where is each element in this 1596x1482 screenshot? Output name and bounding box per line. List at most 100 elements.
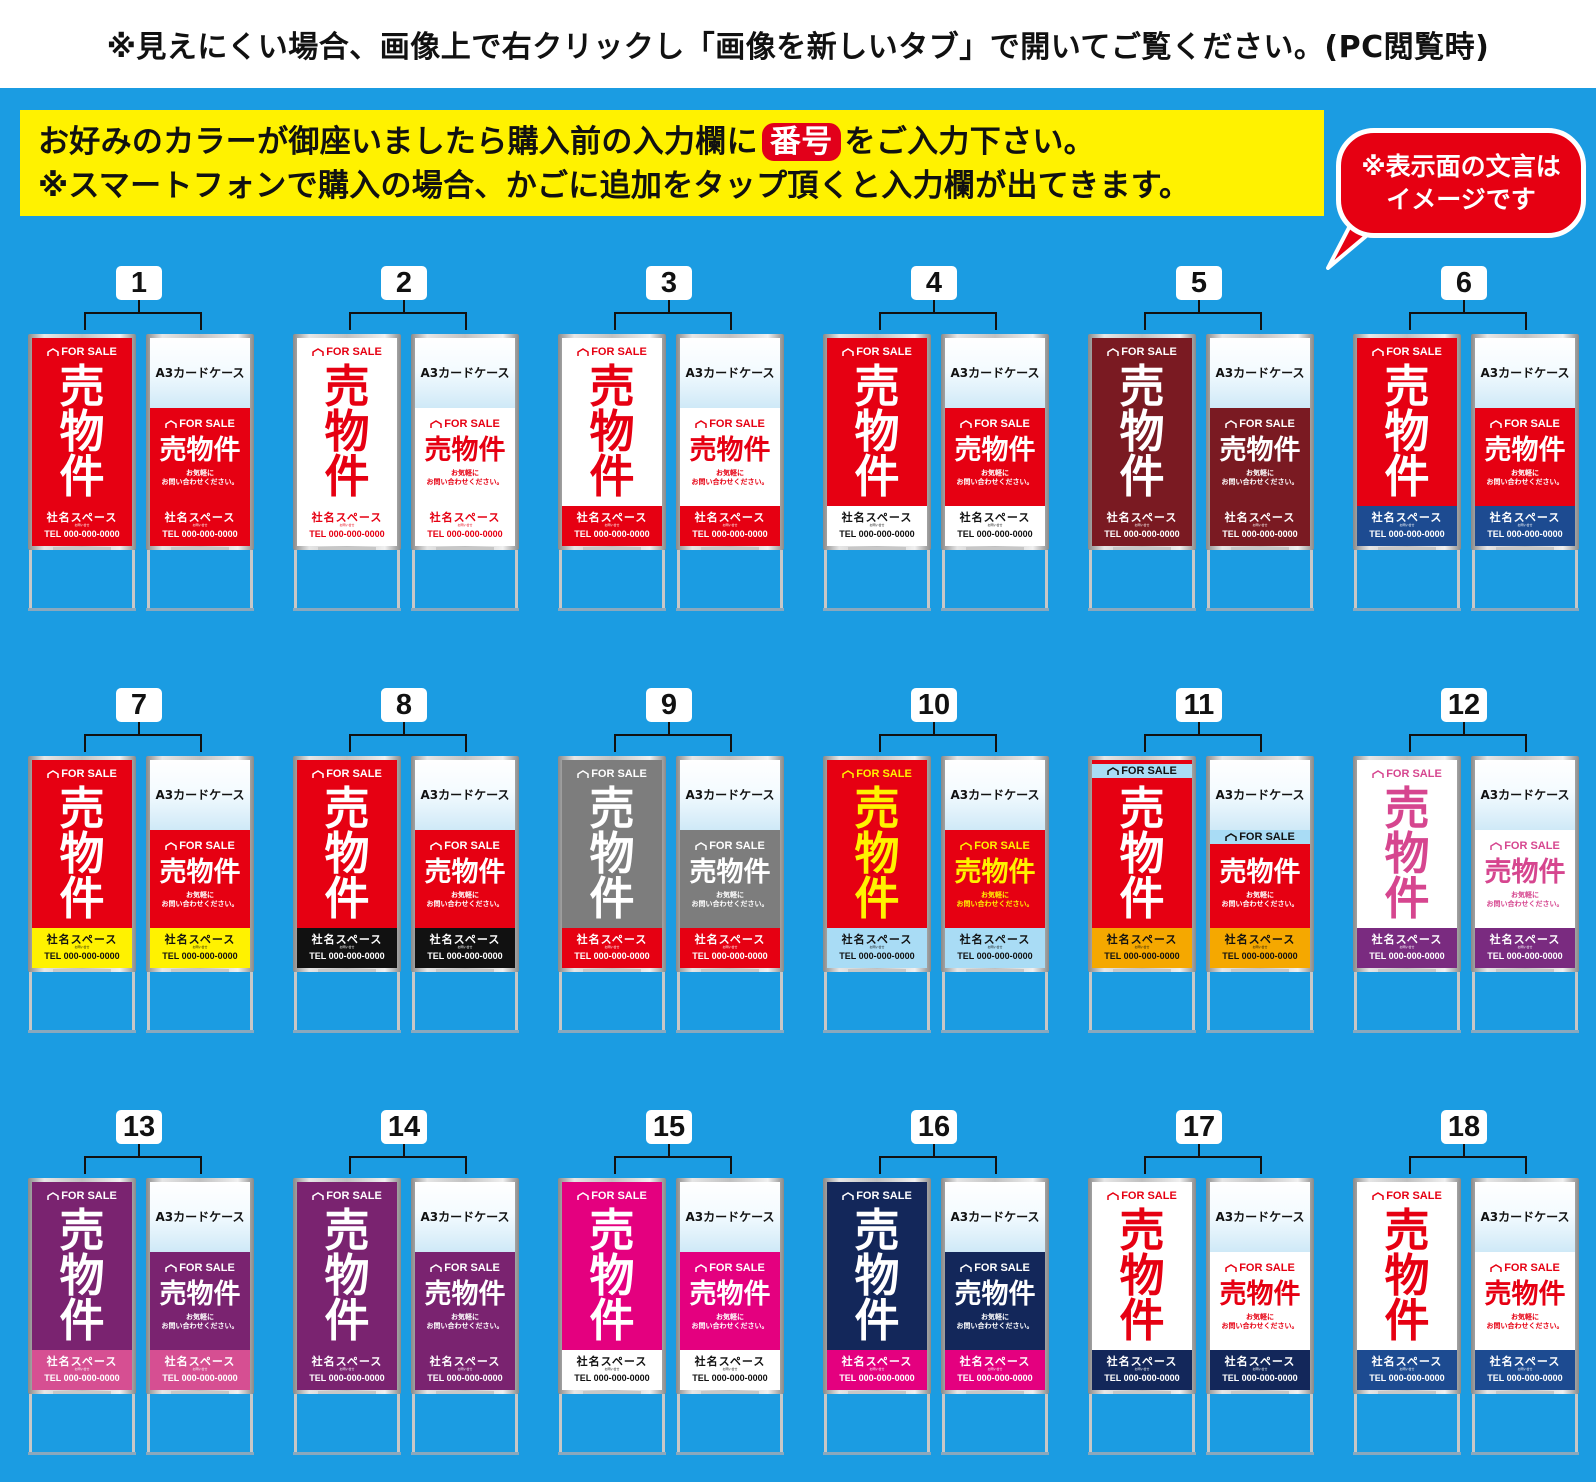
stand-foot bbox=[1206, 608, 1314, 611]
front-sign-panel: FOR SALE 売物件社名スペース お問い合せ TEL 000-000-0000 bbox=[293, 756, 401, 1033]
stand-leg-right bbox=[1457, 972, 1460, 1033]
for-sale-text: FOR SALE bbox=[1386, 346, 1442, 358]
stand-leg-left bbox=[412, 972, 415, 1033]
for-sale-tag: FOR SALE bbox=[1357, 346, 1457, 358]
stand-legs bbox=[1206, 969, 1314, 1033]
headline-char: 売 bbox=[59, 1204, 105, 1257]
main-headline-vertical: 売物件 bbox=[827, 786, 927, 921]
phone-number: TEL 000-000-0000 bbox=[162, 529, 238, 539]
product-option-3[interactable]: 3 FOR SALE 売物件社名スペース お問い合せ TEL 000-000-0000 A… bbox=[558, 266, 788, 611]
phone-number: TEL 000-000-0000 bbox=[574, 951, 650, 961]
company-box: 社名スペース お問い合せ TEL 000-000-0000 bbox=[415, 928, 515, 968]
product-option-15[interactable]: 15 FOR SALE 売物件社名スペース お問い合せ TEL 000-000-0000… bbox=[558, 1110, 788, 1455]
product-option-16[interactable]: 16 FOR SALE 売物件社名スペース お問い合せ TEL 000-000-0000… bbox=[823, 1110, 1053, 1455]
back-sign-panel: A3カードケース FOR SALE 売物件 お気軽に お問い合わせください。 社名スペース… bbox=[411, 1178, 519, 1455]
product-option-5[interactable]: 5 FOR SALE 売物件社名スペース お問い合せ TEL 000-000-0000 A… bbox=[1088, 266, 1318, 611]
pair-bracket bbox=[879, 312, 997, 330]
pair-bracket bbox=[614, 734, 732, 752]
product-option-14[interactable]: 14 FOR SALE 売物件社名スペース お問い合せ TEL 000-000-0000… bbox=[293, 1110, 523, 1455]
stand-leg-right bbox=[927, 972, 930, 1033]
company-box: 社名スペース お問い合せ TEL 000-000-0000 bbox=[150, 928, 250, 968]
product-option-8[interactable]: 8 FOR SALE 売物件社名スペース お問い合せ TEL 000-000-0000 A… bbox=[293, 688, 523, 1033]
company-name-space: 社名スペース bbox=[841, 1355, 913, 1368]
back-sign-face: A3カードケース FOR SALE 売物件 お気軽に お問い合わせください。 社名スペース… bbox=[680, 338, 780, 546]
product-option-11[interactable]: 11 FOR SALE 売物件社名スペース お問い合せ TEL 000-000-0000… bbox=[1088, 688, 1318, 1033]
product-option-6[interactable]: 6 FOR SALE 売物件社名スペース お問い合せ TEL 000-000-0000 A… bbox=[1353, 266, 1583, 611]
product-option-2[interactable]: 2 FOR SALE 売物件社名スペース お問い合せ TEL 000-000-0000 A… bbox=[293, 266, 523, 611]
product-option-1[interactable]: 1 FOR SALE 売物件社名スペース お問い合せ TEL 000-000-0000 A… bbox=[28, 266, 258, 611]
for-sale-tag: FOR SALE bbox=[297, 768, 397, 780]
a3-card-case-label: A3カードケース bbox=[155, 1210, 245, 1224]
company-name-space: 社名スペース bbox=[959, 933, 1031, 946]
product-number: 2 bbox=[381, 266, 427, 300]
phone-number: TEL 000-000-0000 bbox=[574, 1373, 650, 1383]
product-option-4[interactable]: 4 FOR SALE 売物件社名スペース お問い合せ TEL 000-000-0000 A… bbox=[823, 266, 1053, 611]
product-number: 12 bbox=[1441, 688, 1487, 722]
sign-frame: FOR SALE 売物件社名スペース お問い合せ TEL 000-000-0000 bbox=[558, 756, 666, 972]
product-option-18[interactable]: 18 FOR SALE 売物件社名スペース お問い合せ TEL 000-000-0000… bbox=[1353, 1110, 1583, 1455]
stand-crossbar bbox=[171, 969, 229, 972]
contact-small-label: お問い合せ bbox=[74, 945, 90, 949]
contact-note-line-2: お問い合わせください。 bbox=[956, 900, 1034, 908]
house-icon bbox=[1107, 766, 1119, 775]
bracket-stem bbox=[1463, 1144, 1465, 1156]
bracket-stem bbox=[668, 722, 670, 734]
stand-leg-left bbox=[29, 1394, 32, 1455]
headline-char: 物 bbox=[59, 405, 105, 458]
front-sign-face: FOR SALE 売物件社名スペース お問い合せ TEL 000-000-0000 bbox=[297, 760, 397, 968]
sign-frame: A3カードケース FOR SALE 売物件 お気軽に お問い合わせください。 社名スペース… bbox=[676, 334, 784, 550]
stand-leg-right bbox=[1192, 972, 1195, 1033]
front-sign-face: FOR SALE 売物件社名スペース お問い合せ TEL 000-000-0000 bbox=[1357, 1182, 1457, 1390]
product-option-17[interactable]: 17 FOR SALE 売物件社名スペース お問い合せ TEL 000-000-0000… bbox=[1088, 1110, 1318, 1455]
product-option-9[interactable]: 9 FOR SALE 売物件社名スペース お問い合せ TEL 000-000-0000 A… bbox=[558, 688, 788, 1033]
sign-frame: FOR SALE 売物件社名スペース お問い合せ TEL 000-000-0000 bbox=[1088, 756, 1196, 972]
stand-foot bbox=[558, 608, 666, 611]
for-sale-text: FOR SALE bbox=[179, 418, 235, 430]
product-option-7[interactable]: 7 FOR SALE 売物件社名スペース お問い合せ TEL 000-000-0000 A… bbox=[28, 688, 258, 1033]
stand-foot bbox=[28, 1030, 136, 1033]
headline-char: 売 bbox=[589, 360, 635, 413]
company-name-space: 社名スペース bbox=[841, 511, 913, 524]
main-headline-vertical: 売物件 bbox=[297, 1208, 397, 1343]
company-box: 社名スペース お問い合せ TEL 000-000-0000 bbox=[1210, 506, 1310, 546]
company-name-space: 社名スペース bbox=[311, 511, 383, 524]
company-box: 社名スペース お問い合せ TEL 000-000-0000 bbox=[562, 506, 662, 546]
stand-foot bbox=[146, 1030, 254, 1033]
for-sale-tag: FOR SALE bbox=[150, 1262, 250, 1274]
sign-frame: FOR SALE 売物件社名スペース お問い合せ TEL 000-000-0000 bbox=[1088, 1178, 1196, 1394]
house-icon bbox=[577, 347, 589, 356]
headline-char: 売 bbox=[1119, 782, 1165, 835]
product-option-13[interactable]: 13 FOR SALE 売物件社名スペース お問い合せ TEL 000-000-0000… bbox=[28, 1110, 258, 1455]
phone-number: TEL 000-000-0000 bbox=[309, 1373, 385, 1383]
stand-leg-left bbox=[1472, 1394, 1475, 1455]
stand-crossbar bbox=[1496, 969, 1554, 972]
contact-note-line-2: お問い合わせください。 bbox=[1486, 1322, 1564, 1330]
a3-card-case: A3カードケース bbox=[680, 1182, 780, 1252]
product-option-12[interactable]: 12 FOR SALE 売物件社名スペース お問い合せ TEL 000-000-0000… bbox=[1353, 688, 1583, 1033]
stand-leg-left bbox=[147, 1394, 150, 1455]
stand-crossbar bbox=[1113, 1391, 1171, 1394]
product-option-10[interactable]: 10 FOR SALE 売物件社名スペース お問い合せ TEL 000-000-0000… bbox=[823, 688, 1053, 1033]
back-sign-panel: A3カードケース FOR SALE 売物件 お気軽に お問い合わせください。 社名スペース… bbox=[1206, 1178, 1314, 1455]
company-name-space: 社名スペース bbox=[164, 511, 236, 524]
headline-char: 物 bbox=[59, 1249, 105, 1302]
for-sale-tag: FOR SALE bbox=[1357, 1190, 1457, 1202]
house-icon bbox=[1490, 1263, 1502, 1272]
phone-number: TEL 000-000-0000 bbox=[1487, 951, 1563, 961]
house-icon bbox=[165, 419, 177, 428]
product-number: 5 bbox=[1176, 266, 1222, 300]
headline-char: 件 bbox=[854, 450, 900, 503]
stand-legs bbox=[146, 1391, 254, 1455]
phone-number: TEL 000-000-0000 bbox=[692, 951, 768, 961]
sign-frame: A3カードケース FOR SALE 売物件 お気軽に お問い合わせください。 社名スペース… bbox=[411, 1178, 519, 1394]
for-sale-tag: FOR SALE bbox=[32, 346, 132, 358]
company-name-space: 社名スペース bbox=[1489, 511, 1561, 524]
for-sale-tag: FOR SALE bbox=[1475, 840, 1575, 852]
phone-number: TEL 000-000-0000 bbox=[1222, 951, 1298, 961]
main-headline-horizontal: 売物件 bbox=[159, 857, 241, 888]
sign-frame: FOR SALE 売物件社名スペース お問い合せ TEL 000-000-0000 bbox=[558, 1178, 666, 1394]
main-headline-horizontal: 売物件 bbox=[159, 1279, 241, 1310]
phone-number: TEL 000-000-0000 bbox=[427, 529, 503, 539]
stand-legs bbox=[1353, 547, 1461, 611]
contact-small-label: お問い合せ bbox=[457, 1367, 473, 1371]
